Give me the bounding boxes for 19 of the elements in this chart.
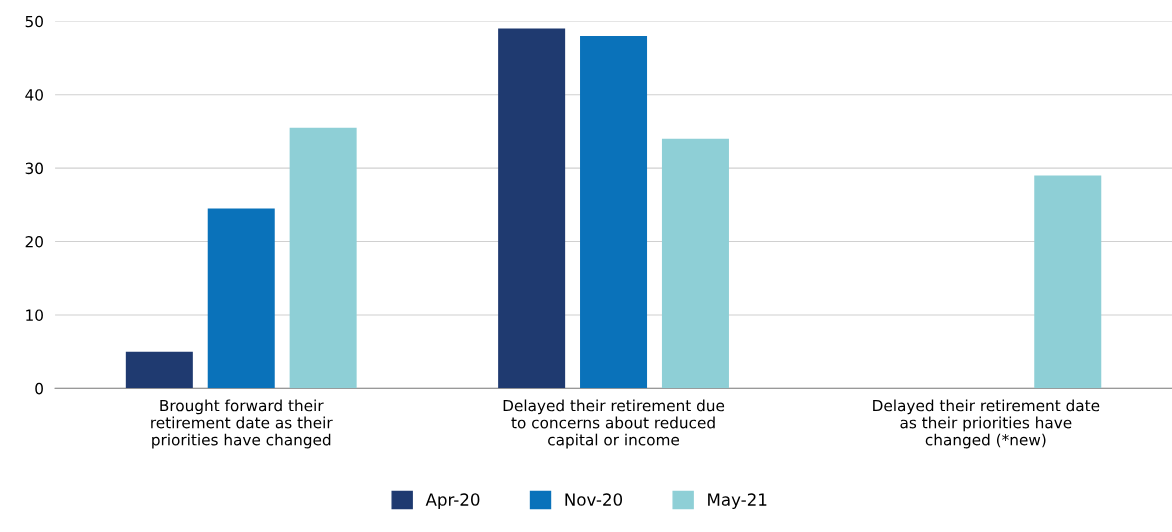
- legend-label: Apr-20: [425, 493, 480, 510]
- legend-label: Nov-20: [565, 493, 623, 506]
- y-tick-label: 10: [26, 309, 43, 321]
- x-tick-label: Brought forward their retirement date as their priorities have changed: [151, 399, 333, 449]
- y-tick-label: 0: [35, 382, 43, 395]
- x-tick-label: Delayed their retirement date as their priorities have changed (*new): [873, 399, 1100, 449]
- x-tick-label: Delayed their retirement due to concerns about reduced capital or income: [503, 399, 725, 449]
- legend-label: May-21: [708, 493, 767, 510]
- bar: [207, 208, 275, 389]
- bar: [498, 28, 566, 389]
- y-tick-label: 40: [25, 89, 43, 101]
- bar: [661, 138, 729, 389]
- bar: [1034, 175, 1102, 389]
- bar: [125, 351, 193, 389]
- y-tick-label: 20: [25, 235, 43, 248]
- bar: [289, 127, 357, 389]
- y-tick-label: 50: [25, 15, 43, 28]
- bar: [580, 35, 648, 389]
- y-tick-label: 30: [25, 162, 43, 175]
